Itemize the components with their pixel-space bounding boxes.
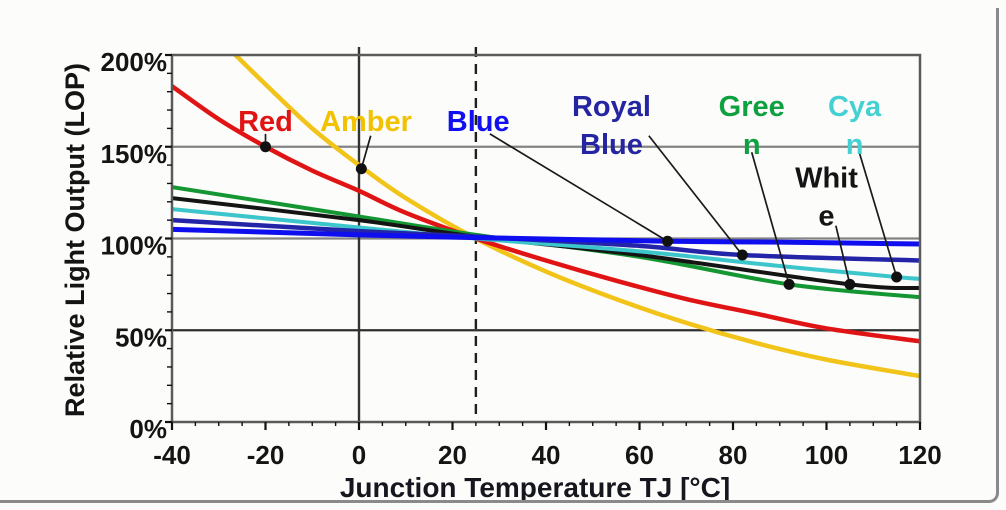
marker-dot-blue xyxy=(662,235,674,247)
curve-blue xyxy=(172,226,920,247)
x-tick-label-20: 20 xyxy=(438,440,467,470)
y-tick-label-50: 50% xyxy=(115,322,167,352)
y-axis-title: Relative Light Output (LOP) xyxy=(60,63,90,417)
leader-line-blue xyxy=(489,133,668,242)
curve-label-cyan: n xyxy=(846,129,864,161)
x-tick-label-40: 40 xyxy=(532,440,561,470)
x-tick-label-60: 60 xyxy=(625,440,654,470)
curve-label-green: Gree xyxy=(719,91,785,123)
curve-label-royal-blue: Royal xyxy=(572,91,651,123)
marker-dot-white xyxy=(844,278,856,290)
marker-dot-green xyxy=(783,278,795,290)
curve-label-white: e xyxy=(818,201,834,233)
x-tick-label-80: 80 xyxy=(719,440,748,470)
x-tick-label--20: -20 xyxy=(247,440,285,470)
y-tick-label-200: 200% xyxy=(101,47,168,77)
curve-label-royal-blue: Blue xyxy=(580,129,643,161)
curve-label-amber: Amber xyxy=(320,106,412,138)
marker-dot-royal-blue xyxy=(736,249,748,261)
x-axis-title: Junction Temperature TJ [°C] xyxy=(340,472,730,503)
x-tick-label-100: 100 xyxy=(805,440,848,470)
curve-label-green: n xyxy=(743,129,761,161)
curve-label-red: Red xyxy=(238,106,293,138)
leader-line-cyan xyxy=(858,152,898,278)
leader-line-amber xyxy=(360,135,372,170)
marker-dot-red xyxy=(260,141,271,153)
y-tick-label-150: 150% xyxy=(101,139,168,169)
x-tick-label--40: -40 xyxy=(153,440,191,470)
axis-ticks xyxy=(165,53,922,430)
curve-label-white: Whit xyxy=(795,163,858,195)
marker-dot-amber xyxy=(355,163,367,175)
curve-label-cyan: Cya xyxy=(828,91,882,123)
marker-dot-cyan xyxy=(891,271,903,283)
curve-amber xyxy=(232,55,920,379)
x-tick-label-0: 0 xyxy=(352,440,366,470)
curve-cyan xyxy=(172,207,920,281)
curves xyxy=(172,55,920,379)
y-tick-label-100: 100% xyxy=(101,231,168,261)
curve-label-blue: Blue xyxy=(447,106,510,138)
leader-line-white xyxy=(835,225,851,285)
leader-line-royal-blue xyxy=(648,135,744,256)
y-tick-label-0: 0% xyxy=(129,414,167,444)
leader-line-green xyxy=(750,152,790,285)
tick-labels: -40 -20 0 20 40 60 80 100 120 0% 50% 100% 150% 200% xyxy=(101,47,942,470)
x-tick-label-120: 120 xyxy=(898,440,941,470)
